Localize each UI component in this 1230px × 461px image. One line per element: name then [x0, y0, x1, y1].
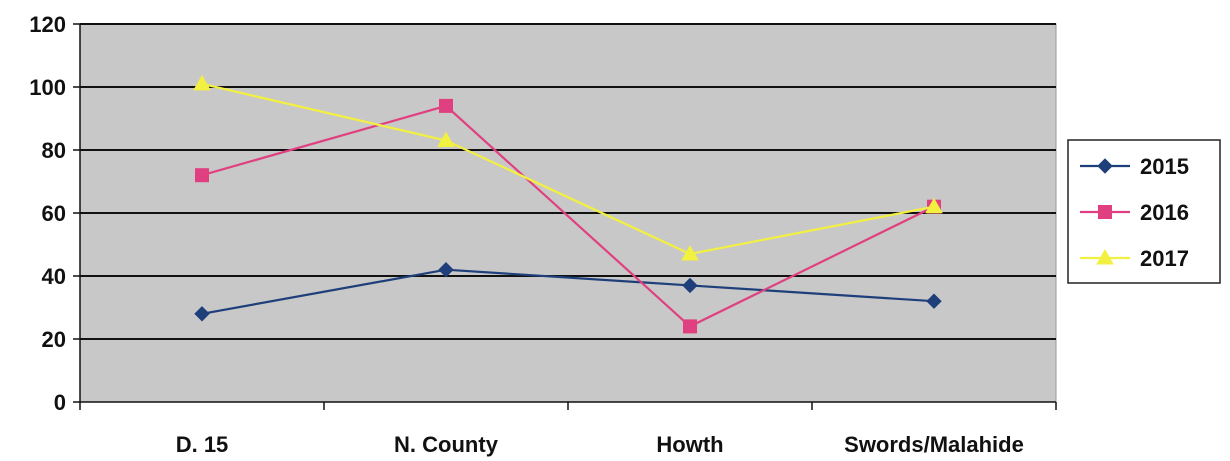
data-point-2017: [193, 74, 211, 91]
data-point-2015: [682, 277, 698, 294]
legend-label: 2017: [1140, 246, 1189, 271]
y-tick-label: 20: [42, 327, 66, 352]
data-point-2015: [194, 306, 210, 322]
data-point-2016: [195, 168, 209, 183]
x-tick-label: Howth: [656, 432, 723, 457]
data-point-2016: [439, 98, 453, 113]
y-tick-label: 0: [54, 390, 66, 415]
x-tick-label: D. 15: [176, 432, 229, 457]
y-tick-label: 40: [42, 264, 66, 289]
y-axis-tick-labels: 0 20 40 60 80 100 120: [29, 12, 66, 415]
data-point-2015: [438, 261, 454, 278]
series-line-2016: [201, 104, 935, 328]
series-lines: [193, 74, 943, 334]
data-point-2017: [681, 244, 699, 261]
data-point-2017: [925, 197, 943, 214]
legend: 2015 2016 2017: [1067, 139, 1221, 284]
x-axis-tick-labels: D. 15 N. County Howth Swords/Malahide: [176, 432, 1024, 457]
y-tick-label: 100: [29, 75, 66, 100]
series-line-2017: [201, 82, 935, 256]
series-line-2015: [201, 268, 935, 315]
legend-marker-2016: [1098, 205, 1112, 219]
axes: [73, 23, 1057, 410]
data-point-2016: [683, 319, 697, 334]
y-tick-label: 80: [42, 138, 66, 163]
legend-marker-2015: [1097, 158, 1113, 174]
legend-label: 2016: [1140, 200, 1189, 225]
legend-label: 2015: [1140, 154, 1189, 179]
legend-marker-2017: [1096, 248, 1114, 265]
x-tick-label: N. County: [394, 432, 499, 457]
y-tick-label: 120: [29, 12, 66, 37]
x-tick-label: Swords/Malahide: [844, 432, 1024, 457]
gridlines: [80, 23, 1056, 340]
data-point-2017: [437, 131, 455, 148]
data-point-2015: [926, 293, 942, 309]
y-tick-label: 60: [42, 201, 66, 226]
